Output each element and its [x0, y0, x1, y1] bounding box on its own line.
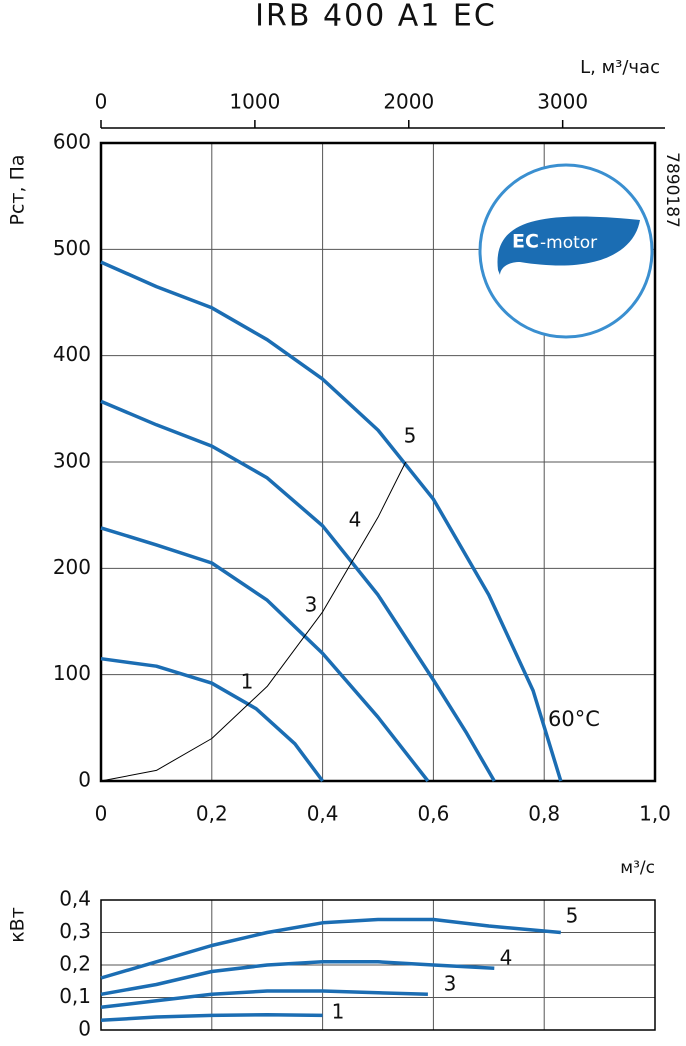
- top-tick-label: 1000: [229, 90, 280, 114]
- y-tick-label: 500: [53, 236, 91, 260]
- y-tick-label: 0,3: [59, 919, 91, 943]
- curve: [100, 526, 430, 783]
- plot-frame: [100, 899, 656, 1031]
- series-label: 4: [349, 508, 362, 532]
- top-axis-label: L, м³/час: [580, 57, 660, 78]
- curve: [100, 917, 561, 980]
- top-tick-label: 2000: [383, 90, 434, 114]
- series-label: 5: [566, 904, 579, 928]
- curve: [100, 399, 496, 782]
- y-tick-label: 200: [53, 555, 91, 579]
- logo: EC -motor: [478, 163, 654, 339]
- y-tick-label: 300: [53, 449, 91, 473]
- series-label: 1: [332, 1000, 345, 1024]
- logo-leaf: [497, 216, 640, 275]
- x-tick-label: 0,2: [196, 802, 228, 826]
- x-tick-label: 0,4: [307, 802, 339, 826]
- x-tick-label: 0: [95, 802, 108, 826]
- system-curve: [100, 461, 407, 782]
- y-tick-label: 600: [53, 130, 91, 154]
- curve: [100, 960, 495, 997]
- y-tick-label: 100: [53, 661, 91, 685]
- y-axis-label: Pст, Па: [7, 155, 29, 226]
- series-label: 1: [241, 670, 254, 694]
- series-label: 3: [444, 972, 457, 996]
- annotation: 60°C: [548, 707, 600, 731]
- x-axis-label: м³/с: [620, 858, 655, 878]
- x-tick-label: 0,6: [417, 802, 449, 826]
- top-tick-label: 0: [95, 90, 108, 114]
- y-tick-label: 400: [53, 342, 91, 366]
- series-label: 4: [500, 946, 513, 970]
- x-tick-label: 1,0: [639, 802, 671, 826]
- curve: [100, 989, 428, 1010]
- y-tick-label: 0,4: [59, 887, 91, 911]
- logo-text-motor: -motor: [540, 233, 597, 253]
- y-tick-label: 0,1: [59, 984, 91, 1008]
- curve: [100, 656, 325, 783]
- series-label: 5: [404, 424, 417, 448]
- title: IRB 400 A1 EC: [255, 0, 497, 34]
- series-label: 3: [305, 593, 318, 617]
- curve: [100, 1012, 323, 1023]
- logo-text-ec: EC: [512, 231, 539, 253]
- y-axis-label: кВт: [7, 907, 29, 943]
- curve: [100, 260, 563, 782]
- x-tick-label: 0,8: [528, 802, 560, 826]
- code: 7890187: [662, 152, 682, 228]
- y-tick-label: 0: [78, 768, 91, 792]
- plot-frame: [99, 141, 657, 783]
- top-tick-label: 3000: [537, 90, 588, 114]
- y-tick-label: 0: [78, 1017, 91, 1041]
- y-tick-label: 0,2: [59, 952, 91, 976]
